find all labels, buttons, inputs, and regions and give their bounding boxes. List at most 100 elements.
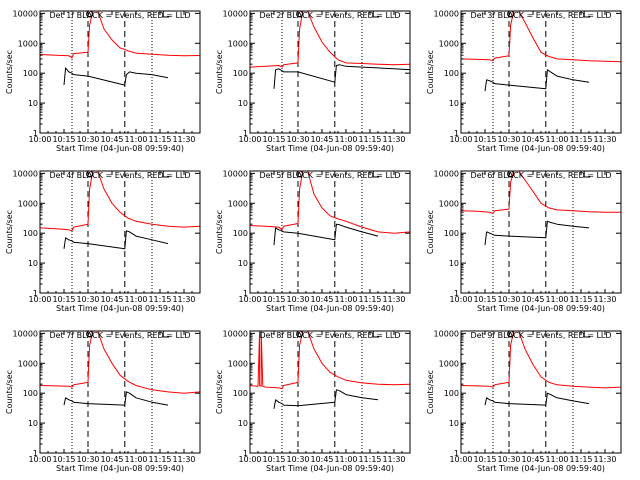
y-tick-label: 10 (449, 419, 459, 428)
corner-marker (583, 11, 591, 18)
x-tick-label: 10:30 (286, 135, 309, 144)
x-tick-label: 11:15 (148, 455, 171, 464)
y-tick-label: 100 (23, 229, 38, 238)
lld-series-line (40, 11, 200, 59)
lld-series-line (40, 331, 200, 394)
panel-det-9: 10:00 10:15 10:30 10:45 11:00 11:15 11:30 1 10 10… (426, 329, 622, 473)
events-series-line (484, 220, 590, 246)
x-tick-label: 10:45 (310, 455, 333, 464)
y-tick-label: 1 (454, 289, 459, 298)
y-tick-label: 100 (23, 69, 38, 78)
y-tick-label: 10 (28, 99, 38, 108)
lld-series-line (250, 11, 410, 68)
panel-title: Det 9f BLACK = Events, RED = LLD (470, 331, 611, 340)
y-tick-label: 10 (449, 259, 459, 268)
plot-frame (249, 330, 411, 454)
x-axis-label: Start Time (04-Jun-08 09:59:40) (477, 144, 605, 153)
x-tick-label: 11:00 (124, 295, 147, 304)
panel-det-7: 10:00 10:15 10:30 10:45 11:00 11:15 11:30 1 10 10… (5, 329, 201, 473)
lld-series-line (461, 171, 621, 214)
y-axis-label: Counts/sec (215, 210, 224, 254)
y-tick-label: 10 (28, 259, 38, 268)
events-series-line (63, 67, 169, 86)
x-tick-label: 10:30 (497, 295, 520, 304)
y-tick-label: 100 (23, 389, 38, 398)
y-tick-label: 1 (33, 289, 38, 298)
x-tick-label: 11:00 (124, 455, 147, 464)
events-series-line (273, 64, 410, 89)
panel-det-6: 10:00 10:15 10:30 10:45 11:00 11:15 11:30 1 10 10… (426, 169, 622, 313)
x-tick-label: 11:30 (382, 135, 405, 144)
x-tick-label: 10:45 (100, 295, 123, 304)
x-tick-label: 11:15 (148, 135, 171, 144)
x-tick-label: 10:15 (473, 135, 496, 144)
x-tick-label: 11:00 (545, 295, 568, 304)
series-group (461, 331, 621, 406)
x-tick-label: 11:15 (358, 295, 381, 304)
y-tick-label: 100 (444, 69, 459, 78)
x-tick-label: 10:45 (521, 135, 544, 144)
x-tick-label: 10:30 (286, 455, 309, 464)
plot-frame (39, 170, 201, 294)
y-tick-label: 10 (238, 419, 248, 428)
x-tick-label: 10:00 (238, 135, 261, 144)
x-tick-label: 11:00 (124, 135, 147, 144)
lld-series-line (250, 171, 410, 234)
corner-marker (372, 171, 380, 178)
panel-title: Det 7f BLACK = Events, RED = LLD (49, 331, 190, 340)
x-tick-label: 10:15 (473, 295, 496, 304)
y-axis-label: Counts/sec (5, 50, 14, 94)
y-tick-label: 1000 (228, 359, 248, 368)
x-tick-label: 10:45 (521, 295, 544, 304)
y-tick-label: 100 (233, 229, 248, 238)
y-tick-label: 1000 (18, 199, 38, 208)
y-axis-label: Counts/sec (215, 370, 224, 414)
series-group (40, 171, 200, 250)
x-tick-label: 11:30 (593, 135, 616, 144)
y-axis-label: Counts/sec (426, 50, 435, 94)
panel-det-2: 10:00 10:15 10:30 10:45 11:00 11:15 11:30 1 10 10… (215, 9, 411, 153)
panel-det-5: 10:00 10:15 10:30 10:45 11:00 11:15 11:30 1 10 10… (215, 169, 411, 313)
corner-marker (583, 171, 591, 178)
x-tick-label: 10:15 (262, 135, 285, 144)
x-tick-label: 11:00 (334, 455, 357, 464)
panel-title: Det 3f BLACK = Events, RED = LLD (470, 11, 611, 20)
y-tick-label: 10 (238, 99, 248, 108)
x-tick-label: 10:45 (521, 455, 544, 464)
x-tick-label: 10:00 (449, 455, 472, 464)
plot-frame (460, 330, 622, 454)
corner-marker (162, 331, 170, 338)
x-tick-label: 10:00 (449, 295, 472, 304)
panel-title: Det 2f BLACK = Events, RED = LLD (259, 11, 400, 20)
x-axis-label: Start Time (04-Jun-08 09:59:40) (266, 464, 394, 473)
y-tick-label: 100 (444, 389, 459, 398)
y-tick-label: 10 (238, 259, 248, 268)
series-group (40, 331, 200, 406)
events-series-line (484, 69, 590, 92)
series-group (250, 331, 410, 409)
x-tick-label: 11:30 (593, 455, 616, 464)
panel-det-3: 10:00 10:15 10:30 10:45 11:00 11:15 11:30 1 10 10… (426, 9, 622, 153)
x-tick-label: 10:15 (262, 455, 285, 464)
y-tick-label: 1 (33, 129, 38, 138)
x-tick-label: 11:15 (358, 455, 381, 464)
plot-frame (460, 10, 622, 134)
y-tick-label: 10000 (223, 169, 248, 178)
plot-frame (39, 330, 201, 454)
corner-marker (162, 11, 170, 18)
x-tick-label: 10:45 (310, 295, 333, 304)
plot-frame (249, 10, 411, 134)
plot-frame (460, 170, 622, 294)
lld-series-line (40, 171, 200, 232)
corner-marker (583, 331, 591, 338)
y-tick-label: 10000 (13, 169, 38, 178)
x-tick-label: 11:30 (593, 295, 616, 304)
x-tick-label: 11:15 (569, 455, 592, 464)
x-tick-label: 11:30 (382, 455, 405, 464)
panel-det-1: 10:00 10:15 10:30 10:45 11:00 11:15 11:30 1 10 10… (5, 9, 201, 153)
y-axis-label: Counts/sec (426, 210, 435, 254)
x-tick-label: 10:00 (28, 135, 51, 144)
x-tick-label: 10:15 (473, 455, 496, 464)
series-group (250, 11, 410, 89)
